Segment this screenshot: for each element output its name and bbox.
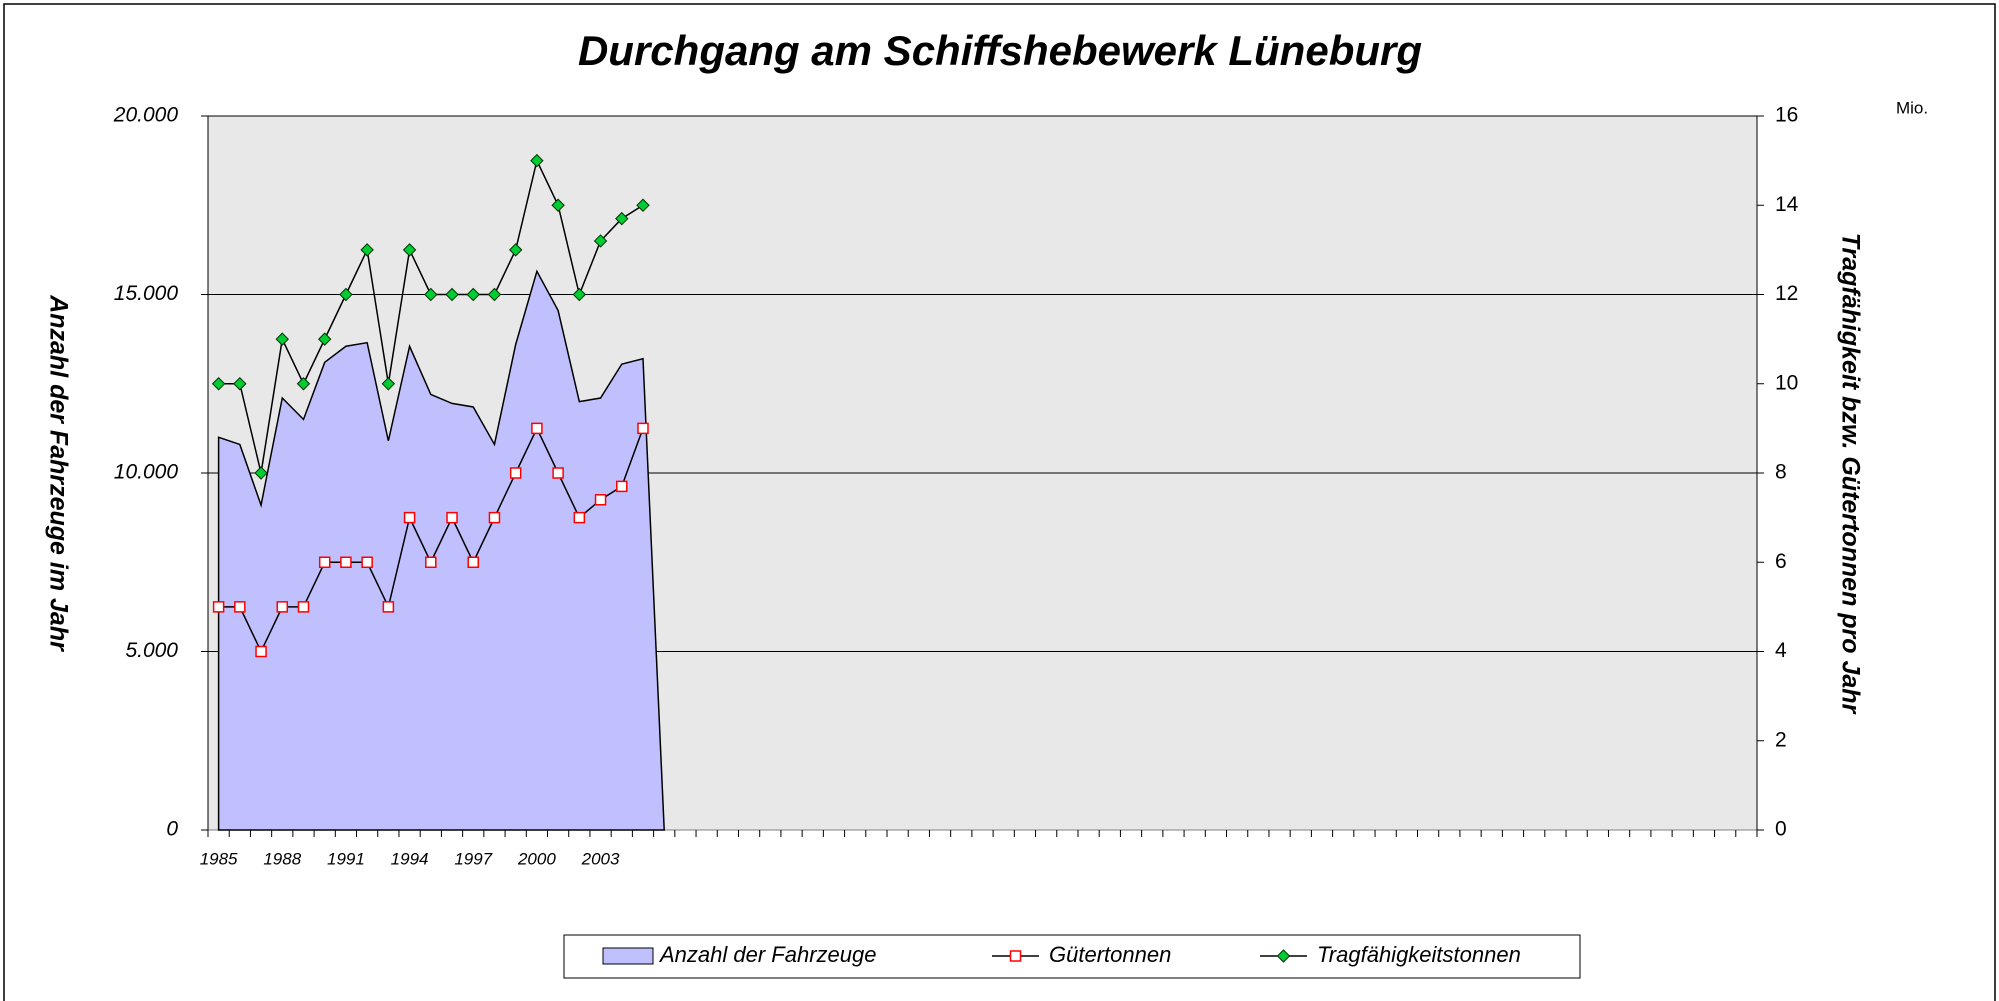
legend-box: [563, 934, 1581, 979]
marker: [637, 422, 649, 435]
legend-label: Gütertonnen: [1049, 942, 1171, 967]
marker: [234, 601, 246, 613]
y2-unit: Mio.: [1896, 98, 1928, 117]
marker: [466, 287, 480, 302]
marker: [317, 332, 332, 346]
x-tick-label: 1988: [263, 849, 301, 868]
marker: [573, 511, 586, 524]
marker: [551, 198, 565, 212]
marker: [572, 287, 587, 302]
legend-marker: [1009, 950, 1022, 962]
marker: [402, 243, 417, 257]
y-tick-label: 15.000: [114, 282, 179, 305]
y-tick-label: 10.000: [114, 461, 179, 484]
marker: [318, 556, 331, 568]
marker: [276, 601, 289, 613]
legend-label: Anzahl der Fahrzeuge: [658, 942, 876, 967]
marker: [594, 494, 607, 506]
marker: [531, 422, 543, 435]
marker: [275, 332, 289, 346]
marker: [382, 601, 395, 613]
marker: [636, 198, 650, 212]
marker: [424, 287, 438, 302]
y2-tick-label: 6: [1775, 550, 1787, 573]
marker: [530, 153, 544, 168]
y2-tick-label: 0: [1775, 818, 1787, 841]
x-tick-label: 2000: [517, 849, 556, 868]
y2-tick-label: 16: [1775, 104, 1798, 127]
y2-axis-title: Tragfähigkeit bzw. Gütertonnen pro Jahr: [1836, 233, 1864, 715]
y-tick-label: 5.000: [125, 639, 178, 662]
x-tick-label: 1997: [454, 849, 492, 868]
y-tick-label: 0: [166, 818, 178, 841]
y2-tick-label: 10: [1775, 371, 1798, 394]
x-tick-label: 1994: [391, 849, 429, 868]
marker: [403, 511, 416, 524]
marker: [508, 243, 523, 257]
marker: [488, 511, 501, 524]
chart-title: Durchgang am Schiffshebewerk Lüneburg: [578, 27, 1422, 74]
marker: [361, 556, 373, 568]
y2-tick-label: 12: [1775, 282, 1798, 305]
legend-label: Tragfähigkeitstonnen: [1317, 942, 1521, 967]
area: [217, 269, 665, 831]
marker: [445, 287, 459, 302]
y2-tick-label: 4: [1775, 639, 1787, 662]
marker: [467, 556, 479, 568]
legend-swatch: [602, 947, 654, 965]
y2-tick-label: 8: [1775, 461, 1787, 484]
y2-tick-label: 14: [1775, 193, 1799, 216]
marker: [425, 556, 437, 568]
marker: [212, 601, 225, 613]
x-tick-label: 2003: [581, 849, 620, 868]
marker: [616, 480, 628, 493]
y2-tick-label: 2: [1775, 728, 1787, 751]
marker: [360, 243, 374, 257]
legend-marker: [1276, 949, 1291, 963]
x-tick-label: 1985: [200, 849, 238, 868]
marker: [446, 511, 458, 524]
x-tick-label: 1991: [327, 849, 365, 868]
marker: [509, 467, 522, 479]
y-tick-label: 20.000: [113, 104, 179, 127]
marker: [297, 601, 310, 613]
marker: [593, 234, 608, 248]
marker: [254, 466, 268, 480]
marker: [211, 377, 226, 391]
marker: [381, 377, 396, 391]
marker: [615, 211, 629, 226]
marker: [339, 287, 353, 302]
marker: [233, 377, 247, 391]
marker: [552, 467, 564, 479]
marker: [487, 287, 502, 302]
marker: [296, 377, 311, 391]
marker: [340, 556, 352, 568]
y-axis-title: Anzahl der Fahrzeuge im Jahr: [44, 294, 72, 652]
marker: [255, 645, 267, 658]
